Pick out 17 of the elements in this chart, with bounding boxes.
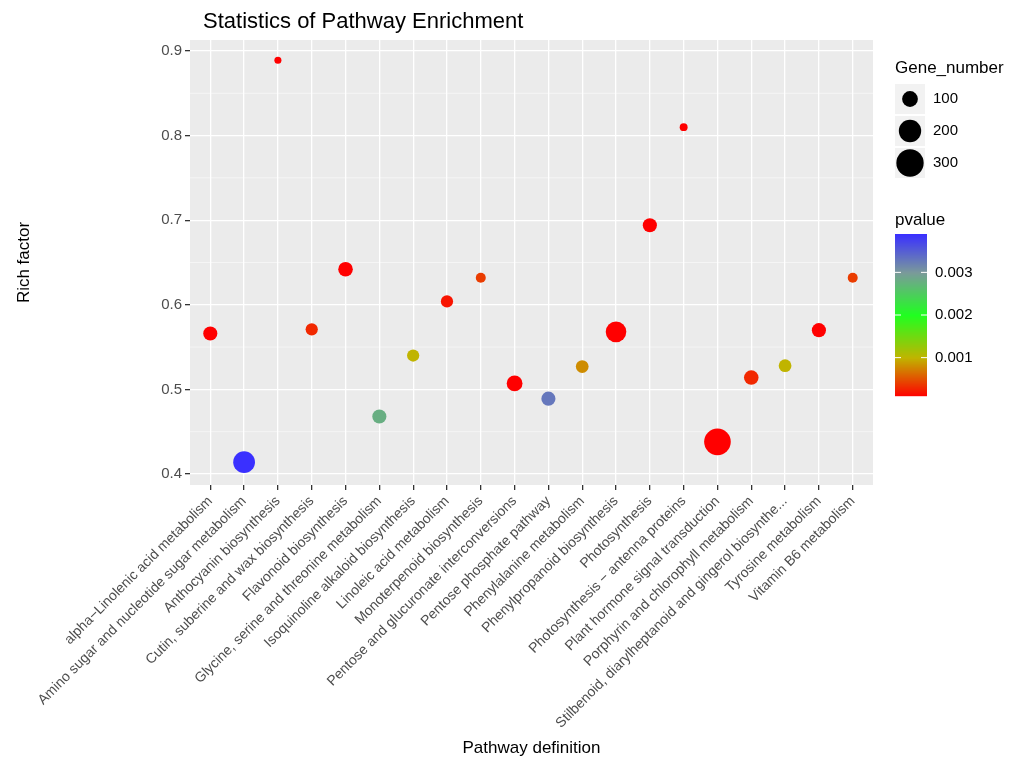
color-bar-title: pvalue xyxy=(895,209,946,229)
y-tick-label: 0.9 xyxy=(161,41,182,59)
legend-title: Gene_number xyxy=(895,57,1005,77)
y-tick-label: 0.8 xyxy=(161,125,182,143)
legend-label: 200 xyxy=(933,121,959,139)
color-bar-label: 0.001 xyxy=(935,347,973,365)
y-tick-label: 0.5 xyxy=(161,379,182,397)
color-bar-label: 0.002 xyxy=(935,305,973,323)
y-axis-title: Rich factor xyxy=(13,221,33,304)
y-tick-label: 0.6 xyxy=(161,294,182,312)
color-bar-label: 0.003 xyxy=(935,262,973,280)
x-axis-title: Pathway definition xyxy=(462,738,601,758)
legend-label: 100 xyxy=(933,89,959,107)
chart-title: Statistics of Pathway Enrichment xyxy=(203,8,524,34)
legend-label: 300 xyxy=(933,153,959,171)
y-tick-label: 0.7 xyxy=(161,210,182,228)
y-tick-label: 0.4 xyxy=(161,464,182,482)
